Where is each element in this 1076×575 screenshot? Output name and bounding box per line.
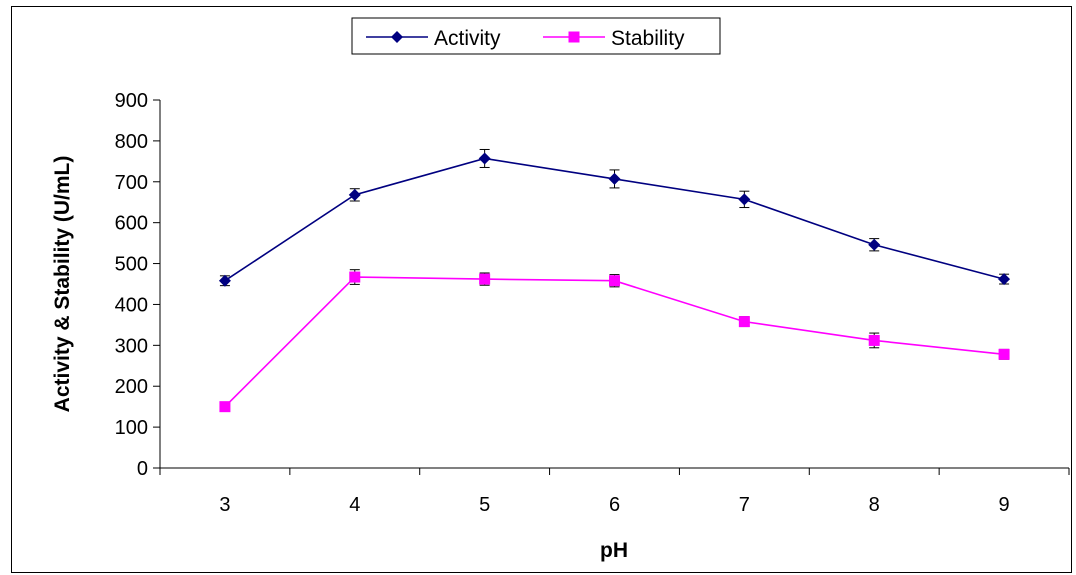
y-axis-title: Activity & Stability (U/mL) [51, 156, 74, 413]
legend: Activity Stability [351, 17, 721, 55]
legend-label: Activity [434, 27, 501, 50]
activity-point [478, 152, 491, 165]
stability-point [998, 348, 1010, 360]
activity-point [738, 193, 751, 206]
series-stability [219, 269, 1010, 413]
stability-point [479, 273, 491, 285]
series-activity [218, 148, 1011, 287]
activity-point [348, 188, 361, 201]
stability-point [868, 334, 880, 346]
x-axis-title: pH [600, 539, 628, 562]
y-tick-label: 600 [115, 213, 148, 235]
series-layer [218, 148, 1011, 413]
chart-frame [11, 6, 1072, 573]
y-tick-label: 800 [115, 131, 148, 153]
x-tick-label: 5 [479, 494, 490, 516]
stability-point [609, 275, 620, 287]
legend-label: Stability [611, 27, 685, 50]
stability-point [349, 271, 361, 283]
x-tick-label: 9 [999, 494, 1010, 516]
y-tick-label: 900 [115, 90, 148, 112]
stability-line [224, 276, 1005, 408]
y-tick-label: 500 [115, 254, 148, 276]
activity-point [608, 172, 621, 185]
y-tick-label: 700 [115, 172, 148, 194]
activity-point [218, 274, 231, 287]
x-tick-label: 8 [869, 494, 880, 516]
x-tick-label: 6 [609, 494, 620, 516]
axes: 0 100 200 300 400 500 600 700 800 900 3 4 5 6 7 8 9 [115, 90, 1070, 516]
y-tick-label: 100 [115, 417, 148, 439]
y-tick-label: 200 [115, 376, 148, 398]
activity-point [998, 273, 1011, 286]
stability-point [738, 316, 750, 328]
legend-swatch-marker [568, 31, 580, 43]
legend-box [351, 17, 721, 55]
y-tick-label: 300 [115, 335, 148, 357]
x-tick-label: 4 [349, 494, 360, 516]
y-tick-label: 0 [137, 458, 148, 480]
legend-swatch-marker [391, 31, 403, 43]
activity-point [868, 238, 881, 251]
stability-point [219, 401, 231, 413]
legend-item-activity: Activity [366, 27, 501, 50]
legend-item-stability: Stability [543, 27, 685, 50]
x-tick-label: 3 [219, 494, 230, 516]
x-tick-label: 7 [739, 494, 750, 516]
y-tick-label: 400 [115, 294, 148, 316]
